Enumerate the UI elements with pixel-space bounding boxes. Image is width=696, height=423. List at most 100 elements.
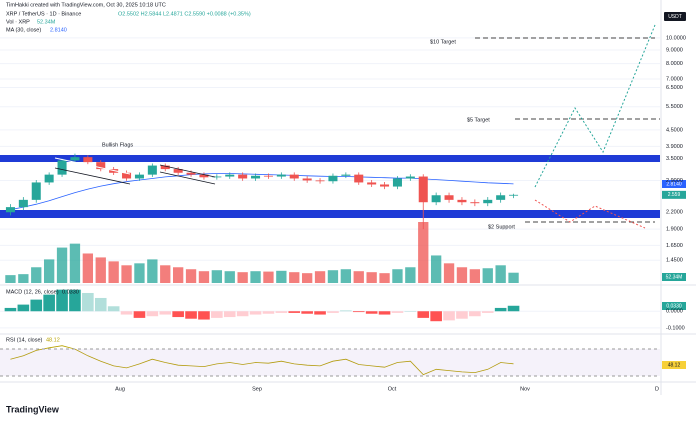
macd-bar bbox=[82, 292, 94, 312]
x-tick-label: Nov bbox=[520, 386, 530, 392]
macd-tick-label: -0.1000 bbox=[666, 325, 685, 331]
candle-body bbox=[483, 199, 493, 204]
candle-body bbox=[199, 174, 209, 178]
candle-body bbox=[302, 178, 312, 181]
x-tick-label: Sep bbox=[252, 386, 262, 392]
volume-bar bbox=[430, 255, 442, 283]
ma-value: 2.8140 bbox=[50, 27, 67, 33]
volume-bar bbox=[379, 273, 390, 283]
volume-bar bbox=[185, 269, 197, 283]
marks bbox=[4, 153, 520, 376]
candle-body bbox=[57, 160, 67, 175]
macd-bar bbox=[494, 307, 507, 312]
volume-bar bbox=[121, 265, 132, 283]
candle-body bbox=[83, 157, 93, 163]
volume-bar bbox=[263, 271, 274, 283]
macd-bar bbox=[507, 305, 520, 312]
macd-bar bbox=[159, 311, 172, 315]
macd-label: MACD (12, 26, close) bbox=[6, 289, 59, 295]
volume-bar bbox=[18, 274, 29, 283]
rsi-band bbox=[0, 349, 660, 376]
macd-bar bbox=[456, 311, 468, 319]
projection-down bbox=[534, 199, 646, 229]
rsi-badge bbox=[662, 361, 686, 369]
candle-body bbox=[5, 207, 15, 213]
candle-body bbox=[444, 195, 454, 200]
y-tick-label: 5.5000 bbox=[666, 104, 683, 110]
macd-tick-label: 0.0000 bbox=[666, 309, 683, 315]
macd-bar bbox=[314, 311, 326, 315]
y-tick-label: 3.5000 bbox=[666, 156, 683, 162]
y-tick-label: 6.5000 bbox=[666, 85, 683, 91]
volume-bar bbox=[392, 269, 403, 283]
flag-line bbox=[159, 171, 216, 185]
candle-body bbox=[418, 176, 428, 203]
flag-line bbox=[54, 157, 131, 175]
macd-bar bbox=[17, 304, 30, 312]
volume-bar bbox=[327, 270, 339, 283]
macd-bar bbox=[249, 311, 262, 315]
volume-bar bbox=[340, 269, 352, 283]
candle-body bbox=[405, 176, 415, 179]
close-badge bbox=[662, 190, 686, 199]
volume-bar bbox=[405, 267, 416, 283]
ohlc: O2.5502 H2.5844 L2.4871 C2.5590 +0.0088 … bbox=[118, 11, 251, 17]
ma-label: MA (30, close) bbox=[6, 27, 41, 33]
volume-bar bbox=[276, 270, 287, 283]
macd-bar bbox=[107, 306, 120, 312]
macd-bar bbox=[443, 311, 455, 321]
y-tick-label: 10.0000 bbox=[666, 35, 686, 41]
volume-bar bbox=[366, 272, 377, 283]
volume-bar bbox=[250, 271, 261, 283]
close-badge-text: 2.559 bbox=[668, 192, 681, 198]
projection-up bbox=[534, 24, 656, 188]
macd-bar bbox=[340, 310, 352, 312]
rsi-value: 48.12 bbox=[46, 337, 60, 343]
candle-body bbox=[392, 178, 402, 187]
annotation: Bullish Flags bbox=[102, 142, 133, 148]
volume-bar bbox=[134, 263, 145, 283]
flag-line bbox=[159, 164, 216, 178]
macd-bar bbox=[327, 311, 339, 313]
x-tick-label: Oct bbox=[388, 386, 397, 392]
volume-bar bbox=[160, 265, 171, 283]
volume-bar bbox=[198, 271, 210, 283]
macd-bar bbox=[430, 311, 442, 322]
macd-bar bbox=[288, 311, 301, 313]
ma-line bbox=[10, 173, 514, 211]
support-zone bbox=[0, 210, 660, 218]
y-tick-label: 2.2000 bbox=[666, 210, 683, 216]
candle-body bbox=[457, 199, 467, 203]
volume-bar bbox=[469, 269, 481, 283]
y-tick-label: 3.9000 bbox=[666, 144, 683, 150]
candle-body bbox=[251, 175, 261, 179]
candle-body bbox=[122, 172, 132, 179]
rsi-badge-text: 48.12 bbox=[668, 362, 681, 368]
macd-bar bbox=[43, 294, 55, 312]
volume-bar bbox=[301, 273, 313, 283]
volume-bar bbox=[43, 259, 55, 283]
macd-bar bbox=[94, 297, 107, 312]
candle-body bbox=[96, 162, 106, 170]
x-tick-label: Aug bbox=[115, 386, 125, 392]
volume-bar bbox=[353, 271, 364, 283]
volume-bar bbox=[147, 259, 158, 283]
candle-body bbox=[276, 174, 286, 177]
macd-bar bbox=[133, 311, 146, 318]
volume-bar bbox=[495, 265, 506, 283]
volume-bar bbox=[56, 247, 68, 283]
macd-bar bbox=[262, 311, 275, 314]
volume-bar bbox=[482, 268, 493, 283]
currency: USDT bbox=[668, 14, 682, 20]
candle-body bbox=[212, 176, 222, 178]
volume-bar bbox=[418, 222, 429, 283]
candle-body bbox=[44, 174, 54, 183]
y-tick-label: 9.0000 bbox=[666, 47, 683, 53]
ma-badge-text: 2.8140 bbox=[666, 181, 682, 187]
annotation: $10 Target bbox=[430, 39, 456, 45]
macd-bar bbox=[404, 311, 417, 312]
volume-bar bbox=[224, 271, 235, 283]
candle-body bbox=[328, 175, 338, 182]
candle-body bbox=[496, 195, 506, 200]
